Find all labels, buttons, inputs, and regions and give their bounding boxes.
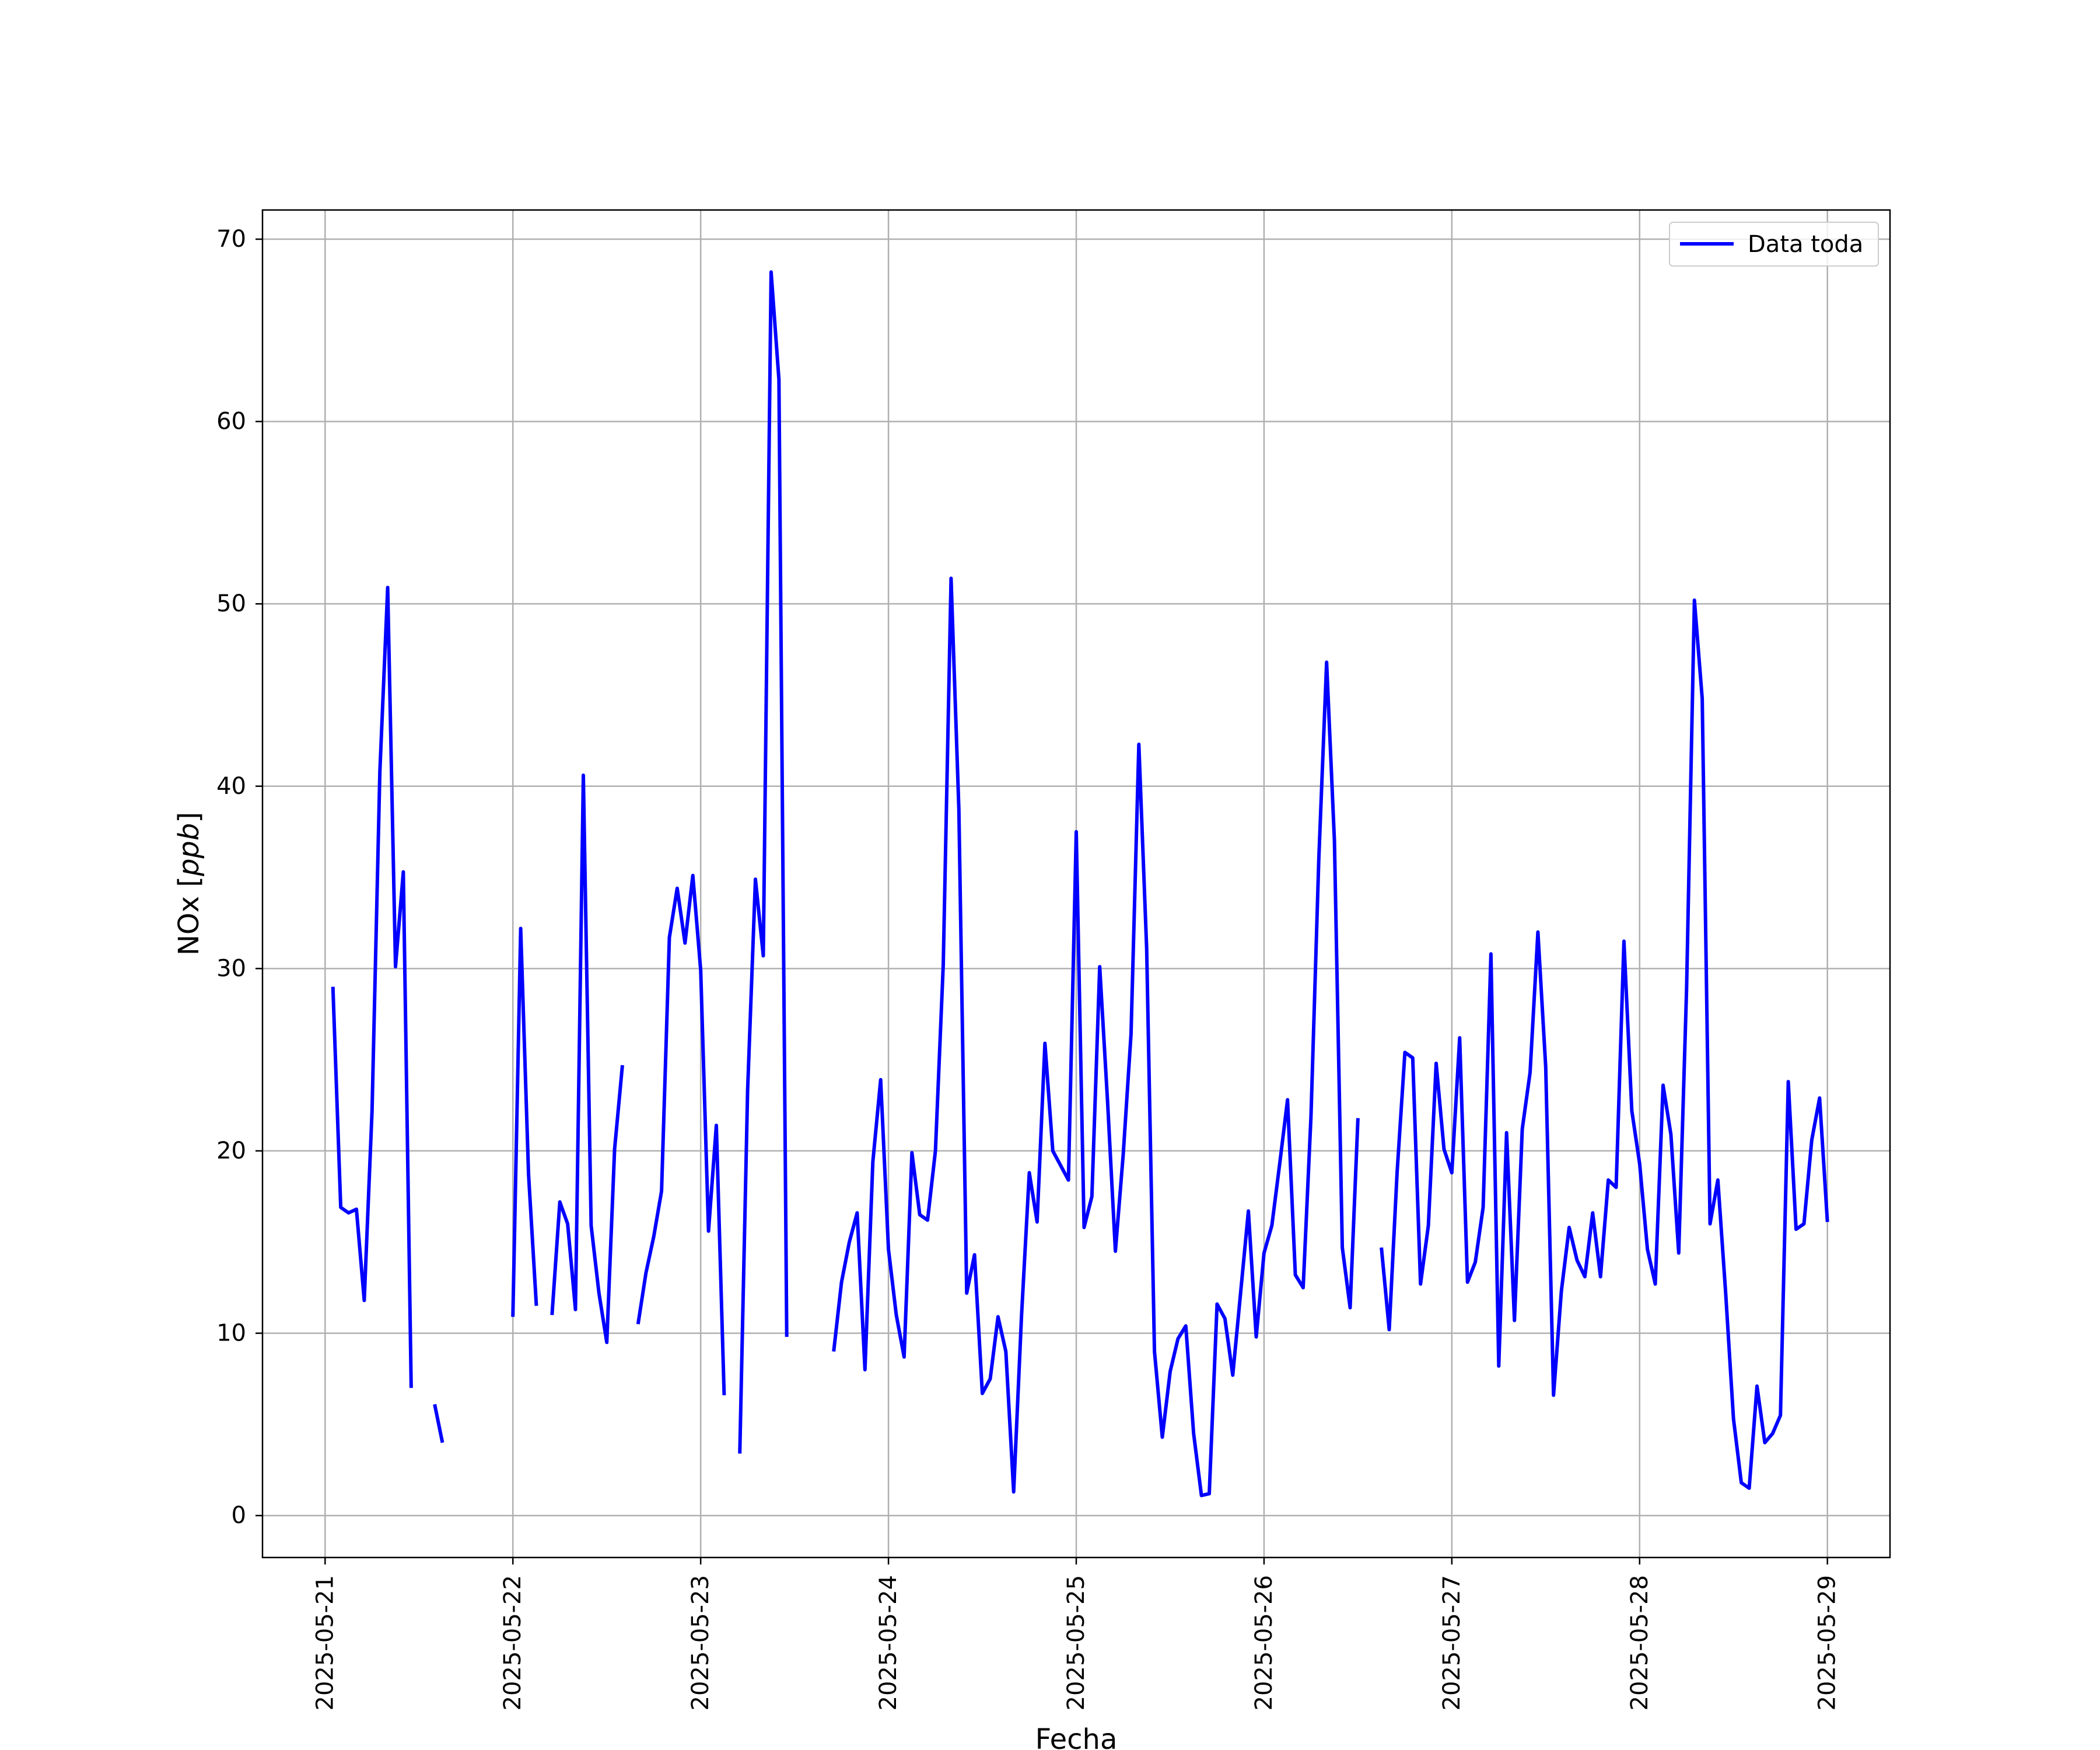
x-tick-label: 2025-05-22 [499, 1575, 526, 1710]
y-axis-label-unit: ppb [173, 823, 205, 877]
y-tick-label: 50 [216, 590, 246, 617]
x-tick-label: 2025-05-23 [687, 1575, 714, 1710]
y-tick-label: 20 [216, 1138, 246, 1164]
x-tick-label: 2025-05-27 [1438, 1575, 1465, 1710]
series-line-segment [433, 1404, 444, 1443]
legend-label: Data toda [1748, 231, 1863, 258]
y-tick-label: 0 [232, 1502, 246, 1529]
y-tick-label: 40 [216, 773, 246, 800]
y-tick-label: 10 [216, 1320, 246, 1347]
series-data-toda [331, 270, 1829, 1497]
x-tick-label: 2025-05-25 [1063, 1575, 1090, 1710]
x-tick-label: 2025-05-26 [1251, 1575, 1278, 1710]
series-line-segment [1380, 598, 1829, 1490]
y-axis-label-main: NOx [ [173, 876, 205, 956]
x-tick-label: 2025-05-29 [1814, 1575, 1841, 1710]
grid-lines [262, 210, 1890, 1558]
y-tick-label: 60 [216, 408, 246, 435]
y-axis-label: NOx [ppb] [173, 812, 205, 956]
series-line-segment [550, 774, 624, 1345]
x-tick-label: 2025-05-24 [875, 1575, 902, 1710]
x-tick-label: 2025-05-21 [312, 1575, 338, 1710]
x-tick-label: 2025-05-28 [1626, 1575, 1653, 1710]
series-line-segment [331, 586, 413, 1388]
series-line-segment [636, 873, 726, 1395]
series-line-segment [511, 926, 538, 1317]
y-tick-label: 70 [216, 226, 246, 253]
x-axis-label: Fecha [1035, 1723, 1118, 1750]
series-line-segment [738, 270, 789, 1454]
series-line-segment [832, 576, 1360, 1497]
legend-frame [1669, 222, 1879, 267]
x-axis-ticks: 2025-05-21 2025-05-22 2025-05-23 2025-05-24… [312, 1558, 1841, 1710]
y-axis-label-close: ] [173, 812, 205, 823]
y-axis-ticks: 0 10 20 30 40 50 60 70 [216, 226, 262, 1529]
legend: Data toda [1669, 222, 1879, 267]
y-tick-label: 30 [216, 955, 246, 982]
